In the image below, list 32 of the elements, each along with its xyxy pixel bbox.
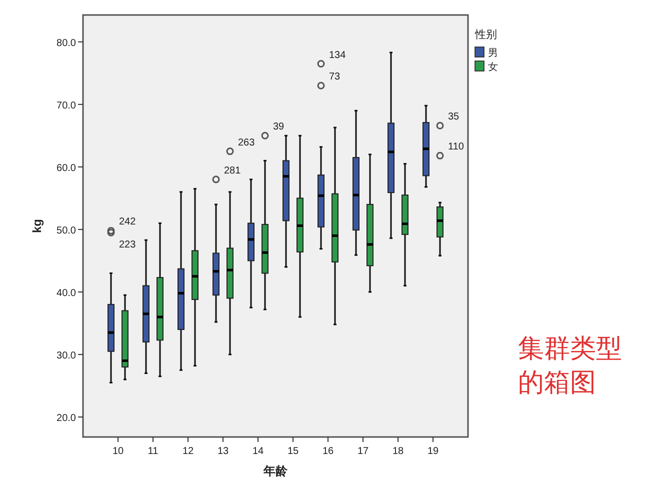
annotation: 242 xyxy=(119,216,136,228)
x-tick-label: 13 xyxy=(217,446,229,457)
legend-title: 性别 xyxy=(474,29,497,41)
y-axis-title: kg xyxy=(30,218,44,234)
x-tick-label: 12 xyxy=(182,446,194,457)
x-axis-title: 年龄 xyxy=(262,464,288,478)
x-tick-label: 18 xyxy=(392,446,404,457)
x-tick-label: 19 xyxy=(427,446,439,457)
x-tick-label: 14 xyxy=(252,446,264,457)
legend-label: 女 xyxy=(488,61,498,73)
y-tick-label: 60.0 xyxy=(56,162,76,174)
annotation: 73 xyxy=(329,72,341,83)
annotation: 35 xyxy=(448,112,460,123)
x-tick-label: 11 xyxy=(148,446,159,457)
text: 集群类型的箱图 xyxy=(518,334,622,398)
y-tick-label: 30.0 xyxy=(56,350,76,362)
y-tick-label: 80.0 xyxy=(56,38,76,49)
x-tick-label: 15 xyxy=(287,446,299,457)
annotation: 223 xyxy=(119,240,136,251)
x-tick-label: 17 xyxy=(357,446,369,457)
x-tick-label: 16 xyxy=(322,446,334,457)
x-tick-label: 10 xyxy=(112,446,124,457)
annotation: 281 xyxy=(224,165,242,176)
annotation: 39 xyxy=(273,122,285,133)
y-tick-label: 40.0 xyxy=(56,288,76,299)
y-tick-label: 50.0 xyxy=(56,225,76,236)
annotation: 263 xyxy=(238,137,256,148)
legend-label: 男 xyxy=(488,48,498,59)
y-tick-label: 20.0 xyxy=(56,412,76,424)
annotation: 134 xyxy=(329,50,346,61)
annotation: 110 xyxy=(448,142,464,153)
y-tick-label: 70.0 xyxy=(56,100,76,112)
